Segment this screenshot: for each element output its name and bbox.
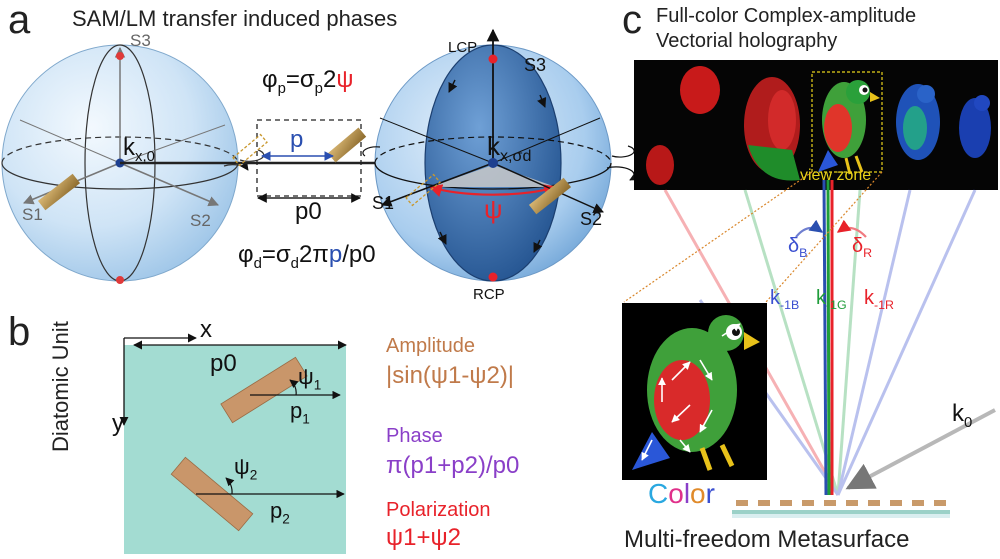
north-pole-dot [116, 52, 124, 60]
green-beam [826, 179, 831, 496]
k-1b-label: k-1B [770, 287, 800, 312]
p0-label: p0 [210, 350, 237, 377]
color-word: Color [648, 478, 715, 509]
zoom-line [765, 171, 883, 303]
panel-c-letter: c [622, 0, 642, 42]
psi-arc [428, 184, 558, 197]
metasurface-label: Multi-freedom Metasurface [624, 526, 910, 553]
unit-cell-box [256, 119, 362, 197]
shifted-nanobar [327, 127, 367, 163]
panel-b-letter: b [8, 310, 31, 354]
polarization-title: Polarization [386, 499, 491, 521]
k-x0-label: kx,0 [123, 134, 155, 165]
panel-c-title-line1: Full-color Complex-amplitude [656, 5, 917, 27]
panel-b [119, 333, 347, 554]
phase-formula: π(p1+p2)/p0 [386, 452, 520, 479]
zoomed-parrot [632, 315, 760, 471]
rcp-dot [488, 272, 498, 282]
y-axis-label: y [112, 410, 124, 437]
nanobar-1 [220, 356, 308, 424]
p1-label: p1 [290, 398, 310, 427]
panel-a-letter: a [8, 0, 31, 42]
parrot-green-blue [896, 84, 940, 160]
right-poincare-sphere [362, 28, 640, 282]
panel-a [1, 28, 640, 284]
delta-b-label: δB [788, 235, 808, 260]
metasurface [732, 500, 950, 518]
south-pole-dot [116, 276, 124, 284]
phase-title: Phase [386, 425, 443, 447]
parrot-blue [959, 95, 991, 158]
right-s2-label: S2 [580, 209, 603, 229]
diatomic-unit-label: Diatomic Unit [48, 321, 73, 452]
parrot-red [646, 66, 720, 185]
amplitude-formula: |sin(ψ1-ψ2)| [386, 362, 515, 389]
view-zone-label: view zone [800, 167, 872, 184]
period-p0-label: p0 [295, 198, 322, 225]
left-s1-label: S1 [22, 205, 43, 224]
lcp-label: LCP [448, 39, 478, 56]
parrot-red-green [744, 77, 800, 181]
blue-beam [822, 179, 828, 496]
k0-label: k0 [952, 400, 973, 431]
panel-c [622, 60, 998, 518]
delta-r-arc [836, 219, 867, 238]
origin-dot [488, 158, 498, 168]
shift-p-label: p [290, 126, 304, 153]
left-s2-label: S2 [190, 211, 211, 230]
lcp-dot [488, 54, 498, 64]
right-s1-label: S1 [372, 193, 395, 213]
p2-label: p2 [270, 498, 290, 527]
ghost-nanobar [232, 133, 268, 167]
incident-k0-beam [845, 408, 996, 490]
x-axis-label: x [200, 316, 212, 343]
delta-b-arc [795, 219, 824, 238]
panel-c-title-line2: Vectorial holography [656, 30, 838, 52]
nanobar [37, 173, 81, 211]
psi-label: ψ [484, 194, 503, 224]
left-s3-label: S3 [130, 31, 151, 50]
panel-a-title: SAM/LM transfer induced phases [72, 6, 398, 31]
right-s3-label: S3 [524, 55, 547, 75]
psi1-label: ψ1 [298, 364, 322, 393]
nanobar [528, 177, 572, 215]
psi2-arc [225, 477, 235, 495]
k-1g-label: k-1G [816, 287, 847, 312]
delta-r-label: δR [852, 235, 873, 260]
psi-sector [430, 165, 556, 187]
polarization-formula: ψ1+ψ2 [386, 524, 461, 551]
parrot-full-color-viewzone [811, 71, 883, 175]
amplitude-title: Amplitude [386, 335, 475, 357]
k-x-sigma-label: kx,σd [487, 131, 532, 166]
psi1-arc [289, 379, 299, 396]
rcp-label: RCP [473, 286, 505, 303]
geometric-phase-equation: φp=σp2ψ [262, 66, 354, 97]
k-1r-label: k-1R [864, 287, 894, 312]
detour-phase-equation: φd=σd2πp/p0 [238, 241, 376, 272]
psi2-label: ψ2 [234, 454, 258, 483]
